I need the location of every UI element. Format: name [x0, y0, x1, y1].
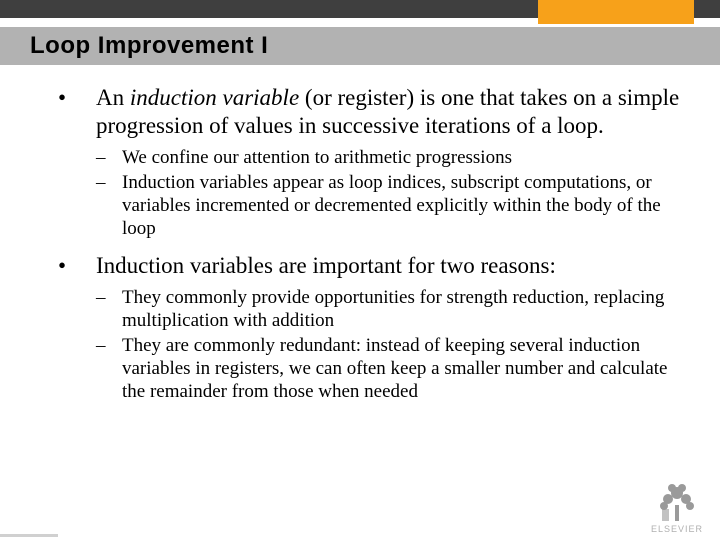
sub-item: – They commonly provide opportunities fo…	[96, 286, 692, 332]
bullet-marker: •	[58, 252, 96, 280]
bullet-item: • Induction variables are important for …	[58, 252, 692, 280]
accent-box	[538, 0, 694, 24]
slide-title: Loop Improvement I	[30, 32, 268, 60]
sub-text: Induction variables appear as loop indic…	[122, 171, 692, 240]
sub-list: – We confine our attention to arithmetic…	[96, 146, 692, 240]
sub-text: They are commonly redundant: instead of …	[122, 334, 692, 403]
footer-rule	[0, 534, 58, 537]
sub-marker: –	[96, 171, 122, 240]
sub-list: – They commonly provide opportunities fo…	[96, 286, 692, 403]
bullet-item: • An induction variable (or register) is…	[58, 84, 692, 140]
sub-marker: –	[96, 286, 122, 332]
publisher-name: ELSEVIER	[644, 524, 710, 534]
bullet-text-pre: Induction variables are important for tw…	[96, 253, 556, 278]
sub-marker: –	[96, 334, 122, 403]
title-band: Loop Improvement I	[0, 27, 720, 65]
tree-icon	[654, 479, 700, 523]
sub-item: – We confine our attention to arithmetic…	[96, 146, 692, 169]
bullet-text: Induction variables are important for tw…	[96, 252, 556, 280]
bullet-text-italic: induction variable	[130, 85, 299, 110]
sub-marker: –	[96, 146, 122, 169]
bullet-text-pre: An	[96, 85, 130, 110]
sub-text: We confine our attention to arithmetic p…	[122, 146, 512, 169]
sub-text: They commonly provide opportunities for …	[122, 286, 692, 332]
bullet-marker: •	[58, 84, 96, 140]
sub-item: – Induction variables appear as loop ind…	[96, 171, 692, 240]
bullet-text: An induction variable (or register) is o…	[96, 84, 692, 140]
content-area: • An induction variable (or register) is…	[58, 84, 692, 415]
sub-item: – They are commonly redundant: instead o…	[96, 334, 692, 403]
publisher-logo: ELSEVIER	[644, 479, 710, 534]
